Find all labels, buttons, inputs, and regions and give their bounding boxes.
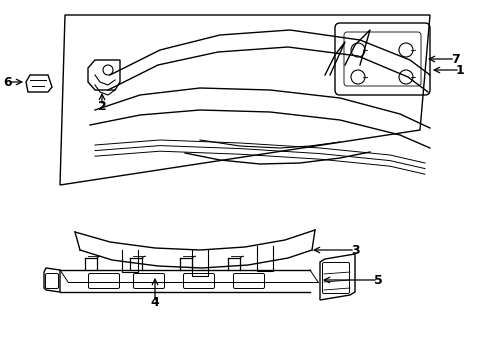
Text: 3: 3 [350, 243, 359, 256]
Text: 2: 2 [98, 99, 106, 112]
Text: 7: 7 [450, 53, 458, 66]
Text: 4: 4 [150, 296, 159, 309]
Text: 5: 5 [373, 274, 382, 287]
Text: 1: 1 [455, 63, 464, 77]
Text: 6: 6 [4, 76, 12, 89]
